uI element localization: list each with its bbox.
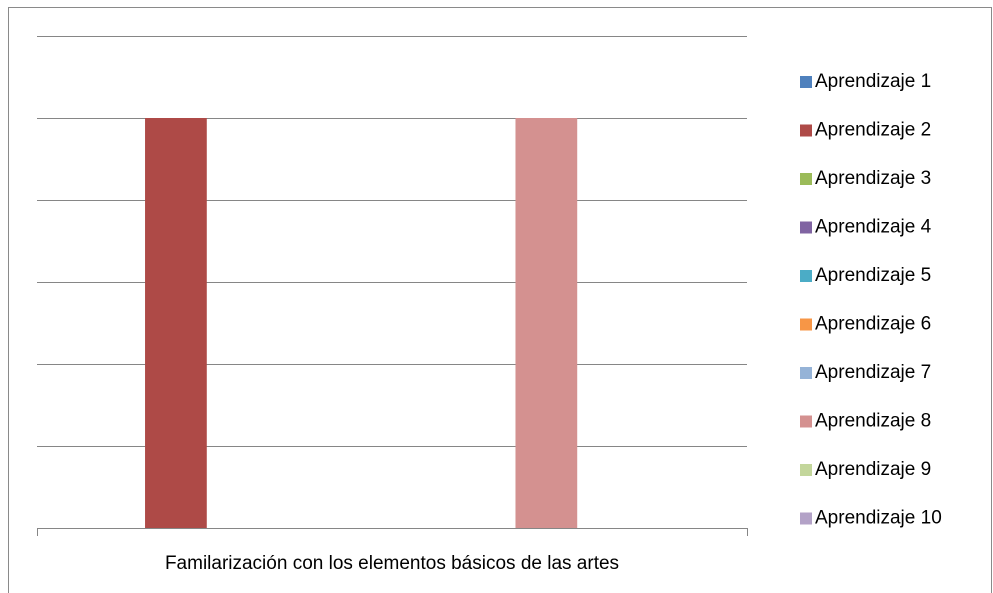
legend-swatch [800,270,812,282]
legend-label: Aprendizaje 3 [815,168,931,189]
legend-label: Aprendizaje 9 [815,459,931,480]
legend-swatch [800,124,812,137]
legend-label: Aprendizaje 2 [815,120,931,141]
legend-label: Aprendizaje 10 [815,508,942,529]
legend-label: Aprendizaje 5 [815,265,931,286]
legend-swatch [800,464,812,476]
legend-swatch [800,76,812,88]
legend-label: Aprendizaje 7 [815,362,931,383]
legend-label: Aprendizaje 4 [815,217,932,238]
legend-swatch [800,512,812,525]
legend-label: Aprendizaje 1 [815,71,931,92]
legend-swatch [800,221,812,234]
bar [515,118,578,528]
x-tick-label: Familarización con los elementos básicos… [165,553,619,574]
legend-swatch [800,173,812,185]
bar [145,118,207,528]
legend-swatch [800,415,812,428]
legend-swatch [800,367,812,379]
legend-swatch [800,318,812,331]
legend-label: Aprendizaje 6 [815,314,931,335]
legend-label: Aprendizaje 8 [815,411,931,432]
